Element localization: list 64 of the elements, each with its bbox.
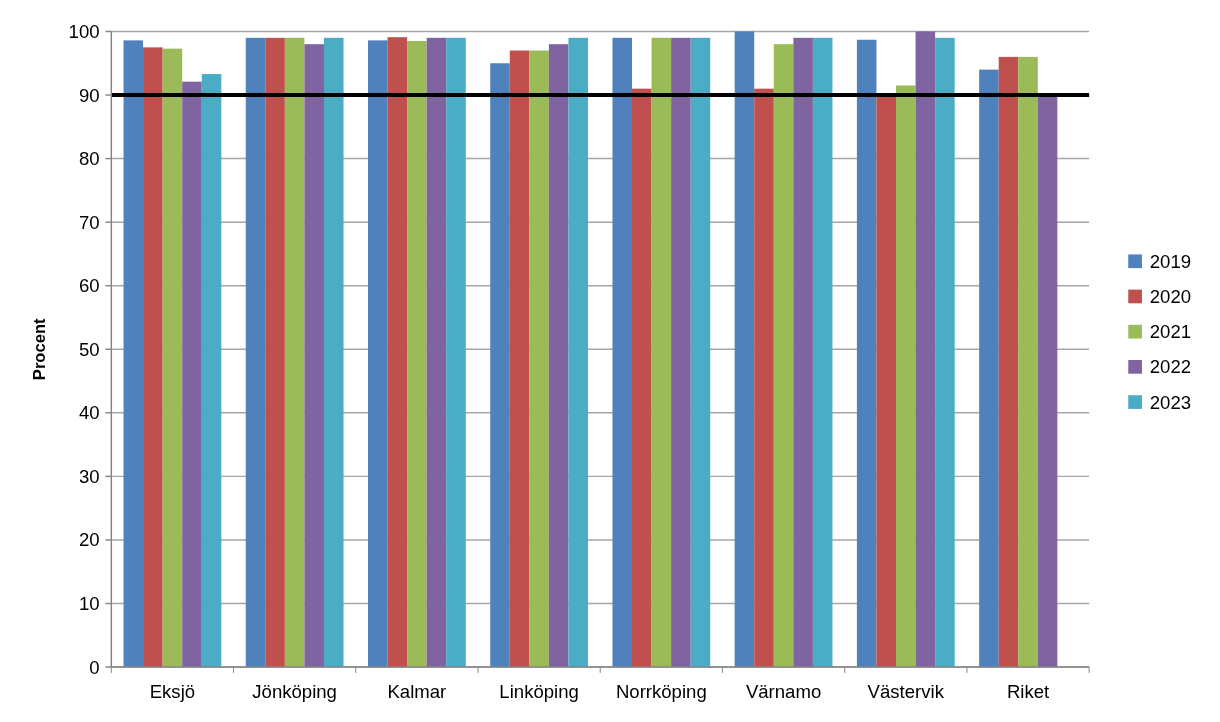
bar: [1018, 56, 1038, 668]
bar: [387, 37, 408, 668]
x-tick-label: Norrköping: [615, 681, 707, 703]
y-tick-label: 80: [78, 148, 100, 170]
bar: [304, 44, 324, 668]
bar: [773, 44, 794, 668]
bar: [284, 37, 305, 668]
y-tick-label: 100: [68, 20, 100, 42]
y-tick-label: 90: [78, 84, 100, 106]
bar: [734, 31, 755, 668]
bar: [548, 44, 569, 668]
bar: [935, 37, 955, 668]
y-tick-label: 30: [78, 465, 100, 487]
bar: [323, 37, 344, 668]
y-tick-label: 10: [78, 593, 100, 615]
legend-label: 2020: [1149, 285, 1192, 307]
bar: [876, 95, 897, 668]
bar: [612, 37, 632, 668]
bar: [915, 31, 936, 668]
bar: [998, 56, 1019, 668]
x-tick-label: Jönköping: [252, 681, 337, 703]
bar: [754, 88, 774, 668]
bar: [856, 39, 877, 668]
bar: [123, 40, 144, 668]
bar: [979, 69, 999, 668]
bar: [509, 50, 530, 668]
x-tick-label: Eksjö: [149, 681, 196, 703]
y-axis-title: Procent: [29, 317, 49, 381]
x-tick-label: Kalmar: [387, 681, 447, 703]
legend-label: 2023: [1149, 391, 1192, 413]
y-tick-label: 70: [78, 211, 100, 233]
bar: [490, 63, 510, 668]
bar: [446, 37, 466, 668]
bar: [632, 88, 652, 668]
y-tick-label: 20: [78, 529, 100, 551]
bar: [162, 48, 183, 668]
y-tick-label: 0: [89, 656, 100, 678]
x-tick-label: Värnamo: [745, 681, 822, 703]
bar: [367, 40, 388, 668]
bar: [812, 37, 833, 668]
bar: [651, 37, 672, 668]
bar: [1037, 95, 1058, 668]
bar: [793, 37, 813, 668]
x-tick-label: Linköping: [499, 681, 579, 703]
y-tick-label: 60: [78, 275, 100, 297]
bar: [265, 37, 285, 668]
bar: [690, 37, 711, 668]
legend-label: 2021: [1149, 321, 1192, 343]
bar: [182, 81, 202, 668]
bar: [245, 37, 266, 668]
bar: [426, 37, 447, 668]
y-tick-label: 40: [78, 402, 100, 424]
bar: [407, 41, 427, 668]
bar: [143, 47, 163, 668]
legend-label: 2019: [1149, 250, 1192, 272]
y-tick-label: 50: [78, 338, 100, 360]
x-tick-label: Västervik: [867, 681, 945, 703]
bar: [568, 37, 588, 668]
bar: [896, 85, 916, 668]
bar: [201, 74, 222, 668]
bar: [671, 37, 691, 668]
x-tick-label: Riket: [1006, 681, 1051, 703]
legend-label: 2022: [1149, 356, 1192, 378]
bar: [529, 50, 549, 668]
